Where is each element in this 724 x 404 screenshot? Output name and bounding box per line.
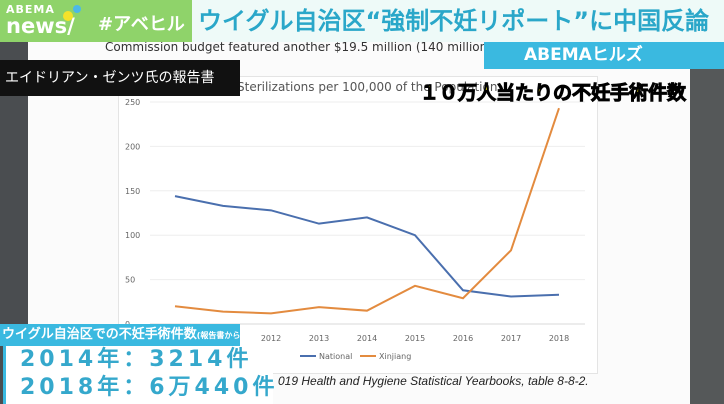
y-tick-label: 200	[125, 142, 140, 151]
logo-bottom: news/	[6, 14, 75, 38]
logo-top: ABEMA	[6, 3, 55, 16]
count-label-note: (報告書から)	[196, 331, 245, 340]
show-name: ABEMAヒルズ	[484, 42, 724, 69]
x-tick-label: 2013	[309, 334, 329, 343]
count-box: 2014年：3214件 2018年：6万440件	[3, 346, 279, 404]
headline: ウイグル自治区“強制不妊リポート”に中国反論	[192, 0, 724, 42]
count-2018: 2018年：6万440件	[20, 375, 279, 400]
count-2014: 2014年：3214件	[20, 347, 253, 372]
y-tick-label: 150	[125, 187, 140, 196]
chart-title: Sterilizations per 100,000 of the Popula…	[237, 80, 498, 94]
x-tick-label: 2015	[405, 334, 425, 343]
count-label: ウイグル自治区での不妊手術件数(報告書から)	[0, 324, 244, 346]
legend-label: National	[319, 352, 352, 361]
count-label-text: ウイグル自治区での不妊手術件数	[2, 327, 197, 342]
hashtag: #アベヒル	[98, 14, 185, 35]
y-tick-label: 100	[125, 231, 140, 240]
series-line-xinjiang	[174, 107, 560, 315]
x-tick-label: 2018	[549, 334, 569, 343]
y-tick-label: 250	[125, 98, 140, 107]
x-tick-label: 2012	[261, 334, 281, 343]
x-tick-label: 2014	[357, 334, 377, 343]
legend-label: Xinjiang	[379, 352, 411, 361]
document-text: Commission budget featured another $19.5…	[105, 40, 584, 54]
reporter-label: エイドリアン・ゼンツ氏の報告書	[0, 60, 240, 96]
source-note: 019 Health and Hygiene Statistical Yearb…	[278, 374, 589, 388]
abema-news-logo: ABEMA news/ #アベヒル	[0, 0, 192, 42]
series-line-national	[174, 195, 560, 298]
logo-dots-icon	[63, 5, 81, 21]
y-tick-label: 50	[125, 276, 135, 285]
x-tick-label: 2017	[501, 334, 521, 343]
x-tick-label: 2016	[453, 334, 473, 343]
chart-caption: １０万人当たりの不妊手術件数	[419, 82, 687, 105]
